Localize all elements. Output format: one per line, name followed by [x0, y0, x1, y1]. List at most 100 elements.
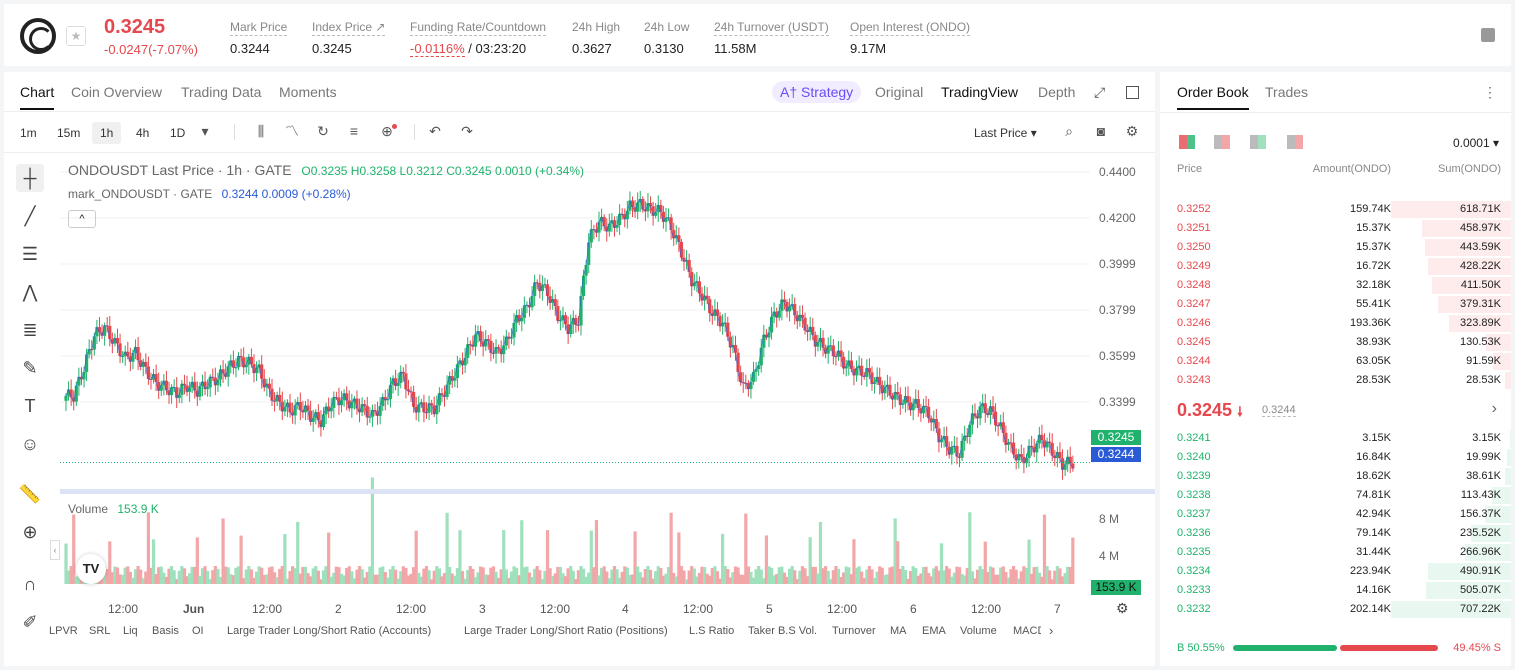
redo-icon[interactable]: ↷ — [461, 123, 473, 139]
text-icon[interactable]: T — [24, 396, 36, 416]
chart-legend-mark: mark_ONDOUSDT · GATE 0.3244 0.0009 (+0.2… — [68, 187, 351, 201]
indicator-liq[interactable]: Liq — [123, 625, 138, 637]
asks-row[interactable]: 0.3247 55.41K 379.31K — [1160, 295, 1511, 314]
asks-row[interactable]: 0.3246 193.36K 323.89K — [1160, 314, 1511, 333]
axis-settings-icon[interactable]: ⚙ — [1116, 600, 1129, 616]
tab-tradingview[interactable]: TradingView — [941, 84, 1019, 100]
add-icon[interactable]: ⊕ — [381, 123, 393, 139]
magnet-icon[interactable]: ∩ — [23, 574, 37, 594]
search-icon[interactable]: ⌕ — [1065, 123, 1073, 139]
replay-icon[interactable]: ↻ — [317, 123, 329, 139]
candle-body — [329, 407, 333, 412]
favorite-star-icon[interactable]: ★ — [66, 26, 86, 46]
asks-row[interactable]: 0.3245 38.93K 130.53K — [1160, 333, 1511, 352]
indicator-oi[interactable]: OI — [192, 625, 204, 637]
candle-body — [903, 396, 908, 404]
asks-row[interactable]: 0.3251 15.37K 458.97K — [1160, 219, 1511, 238]
indicator-lt-accounts[interactable]: Large Trader Long/Short Ratio (Accounts) — [227, 625, 432, 637]
collapse-legend-button[interactable]: ^ — [68, 210, 96, 228]
camera-icon[interactable]: ◙ — [1096, 123, 1106, 139]
collapse-left-icon[interactable]: ‹ — [50, 540, 60, 560]
interval-1d[interactable]: 1D — [170, 126, 186, 140]
interval-1m[interactable]: 1m — [20, 126, 37, 140]
bids-row[interactable]: 0.3241 3.15K 3.15K — [1160, 429, 1511, 448]
candle-type-icon[interactable]: ⫼ — [257, 123, 265, 139]
lock-drawing-icon[interactable]: ✐ — [22, 612, 38, 632]
indicator-lpvr[interactable]: LPVR — [49, 625, 78, 637]
tradingview-logo[interactable]: TV — [76, 554, 106, 584]
ruler-icon[interactable]: 📏 — [18, 484, 42, 504]
undo-icon[interactable]: ↶ — [429, 123, 441, 139]
asks-row[interactable]: 0.3244 63.05K 91.59K — [1160, 352, 1511, 371]
indicator-basis[interactable]: Basis — [152, 625, 179, 637]
bids-row[interactable]: 0.3232 202.14K 707.22K — [1160, 600, 1511, 619]
indicator-lt-positions[interactable]: Large Trader Long/Short Ratio (Positions… — [464, 625, 668, 637]
more-icon[interactable]: ⋮ — [1483, 84, 1497, 100]
asks-only-view-icon[interactable] — [1214, 135, 1230, 149]
pane-separator[interactable] — [60, 489, 1155, 494]
bids-row[interactable]: 0.3237 42.94K 156.37K — [1160, 505, 1511, 524]
col-amount: Amount(ONDO) — [1312, 163, 1391, 175]
indicator-ema[interactable]: EMA — [922, 625, 946, 637]
bids-row[interactable]: 0.3233 14.16K 505.07K — [1160, 581, 1511, 600]
indicator-macd[interactable]: MACD — [1013, 625, 1041, 637]
volume-bar — [831, 570, 835, 584]
tab-original[interactable]: Original — [875, 84, 924, 100]
indicator-taker-vol[interactable]: Taker B.S Vol. — [748, 625, 818, 637]
candlestick-chart[interactable] — [60, 154, 1090, 594]
chevron-right-icon[interactable]: › — [1491, 400, 1497, 417]
indicator-turnover[interactable]: Turnover — [832, 625, 876, 637]
asks-row[interactable]: 0.3252 159.74K 618.71K — [1160, 200, 1511, 219]
indicator-ma[interactable]: MA — [890, 625, 907, 637]
interval-15m[interactable]: 15m — [57, 126, 81, 140]
bids-row[interactable]: 0.3238 74.81K 113.43K — [1160, 486, 1511, 505]
emoji-icon[interactable]: ☺ — [20, 434, 40, 454]
window-icon[interactable] — [1126, 86, 1139, 99]
interval-4h[interactable]: 4h — [136, 126, 150, 140]
bids-row[interactable]: 0.3236 79.14K 235.52K — [1160, 524, 1511, 543]
indicator-icon[interactable]: 〽 — [285, 123, 299, 139]
indicator-ls-ratio[interactable]: L.S Ratio — [689, 625, 735, 637]
bids-row[interactable]: 0.3235 31.44K 266.96K — [1160, 543, 1511, 562]
asks-row[interactable]: 0.3248 32.18K 411.50K — [1160, 276, 1511, 295]
strategy-button[interactable]: A† Strategy — [772, 81, 862, 103]
trendline-icon[interactable]: ╱ — [24, 206, 36, 226]
interval-1h[interactable]: 1h — [92, 122, 122, 144]
compact-view-icon[interactable] — [1287, 135, 1303, 149]
asks-row[interactable]: 0.3250 15.37K 443.59K — [1160, 238, 1511, 257]
candle-body — [898, 394, 902, 405]
horizontal-lines-icon[interactable]: ☰ — [21, 244, 39, 264]
gear-icon[interactable]: ⚙ — [1125, 123, 1139, 139]
candle-body — [569, 324, 573, 335]
tab-chart[interactable]: Chart — [20, 84, 55, 110]
asks-row[interactable]: 0.3243 28.53K 28.53K — [1160, 371, 1511, 390]
both-sides-view-icon[interactable] — [1179, 135, 1195, 149]
tab-coin-overview[interactable]: Coin Overview — [71, 84, 163, 100]
bids-row[interactable]: 0.3240 16.84K 19.99K — [1160, 448, 1511, 467]
tab-trading-data[interactable]: Trading Data — [181, 84, 262, 100]
bids-row[interactable]: 0.3234 223.94K 490.91K — [1160, 562, 1511, 581]
template-icon[interactable]: ≡ — [349, 123, 359, 139]
indicator-volume[interactable]: Volume — [960, 625, 997, 637]
tab-moments[interactable]: Moments — [279, 84, 337, 100]
chevron-down-icon[interactable]: ▾ — [201, 123, 209, 139]
zoom-in-icon[interactable]: ⊕ — [22, 522, 38, 542]
tab-trades[interactable]: Trades — [1265, 84, 1309, 100]
tab-order-book[interactable]: Order Book — [1177, 84, 1249, 110]
chevron-right-icon[interactable]: › — [1049, 623, 1054, 638]
price-type-select[interactable]: Last Price ▾ — [974, 126, 1037, 140]
indicator-srl[interactable]: SRL — [89, 625, 111, 637]
bids-row[interactable]: 0.3239 18.62K 38.61K — [1160, 467, 1511, 486]
fib-icon[interactable]: ≣ — [22, 320, 38, 340]
asks-row[interactable]: 0.3249 16.72K 428.22K — [1160, 257, 1511, 276]
book-icon[interactable] — [1481, 28, 1495, 42]
stat-index-price[interactable]: Index Price ↗ 0.3245 — [312, 20, 386, 56]
precision-select[interactable]: 0.0001 ▾ — [1452, 136, 1499, 150]
brush-icon[interactable]: ✎ — [22, 358, 38, 378]
bids-only-view-icon[interactable] — [1250, 135, 1266, 149]
expand-icon[interactable]: ⤢ — [1094, 84, 1106, 100]
pattern-icon[interactable]: ⋀ — [22, 282, 38, 302]
tab-depth[interactable]: Depth — [1038, 84, 1076, 100]
x-tick: 7 — [1054, 602, 1061, 616]
crosshair-icon[interactable]: ┼ — [16, 164, 44, 192]
